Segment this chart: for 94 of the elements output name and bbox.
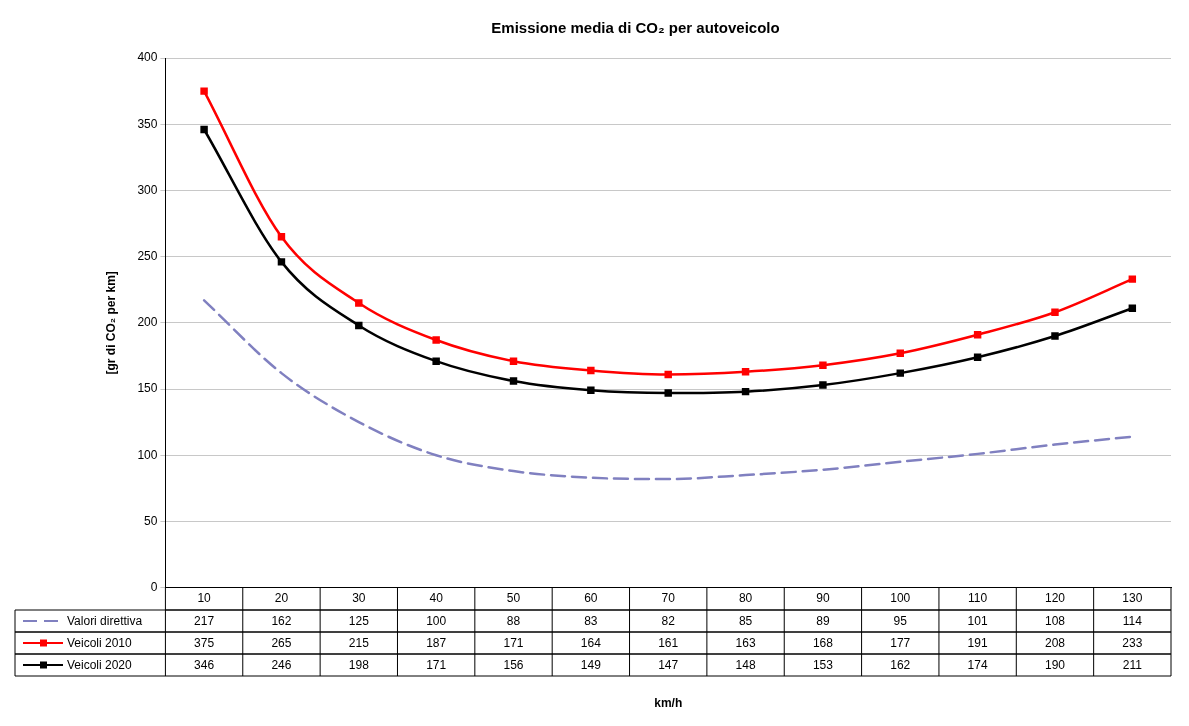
data-label: 217 (194, 614, 215, 629)
data-label: 83 (584, 614, 598, 629)
point (819, 381, 827, 389)
data-label: 101 (967, 614, 988, 629)
text: km/h (654, 696, 683, 711)
data-label: 211 (1122, 658, 1143, 673)
x-tick-label: 110 (968, 591, 988, 606)
data-label: 171 (426, 658, 447, 673)
y-tick-label: 150 (137, 381, 158, 396)
point (1128, 275, 1137, 283)
y-axis-title: [gr di CO₂ per km] (103, 271, 118, 375)
data-label: 177 (890, 636, 911, 651)
legend-label: Valori direttiva (67, 614, 143, 629)
data-label: 149 (580, 658, 602, 673)
data-label: 114 (1122, 614, 1143, 629)
data-label: 215 (348, 636, 370, 651)
data-label: 163 (735, 636, 756, 651)
y-tick-label: 250 (137, 248, 158, 263)
data-label: 100 (426, 614, 447, 629)
point (432, 336, 440, 344)
y-tick-label: 50 (144, 513, 158, 528)
x-tick-label: 90 (816, 591, 830, 606)
point (741, 387, 750, 396)
legend-label: Veicoli 2010 (67, 636, 133, 651)
point (896, 369, 904, 377)
data-label: 108 (1044, 614, 1066, 629)
x-tick-label: 50 (506, 591, 521, 606)
data-label: 187 (426, 636, 447, 651)
data-label: 85 (738, 614, 753, 629)
point (200, 87, 208, 95)
point (509, 357, 518, 365)
chart-title: Emissione media di CO₂ per autoveicolo (491, 19, 780, 37)
y-tick-label: 100 (137, 447, 158, 462)
point (509, 377, 518, 385)
data-label: 174 (967, 658, 988, 673)
x-tick-label: 20 (274, 591, 289, 606)
data-label: 82 (661, 614, 676, 629)
data-label: 190 (1044, 658, 1066, 673)
data-label: 208 (1044, 636, 1066, 651)
point (355, 299, 363, 307)
data-label: 125 (348, 614, 370, 629)
point (1051, 332, 1059, 340)
point (973, 353, 982, 361)
y-tick-label: 350 (137, 116, 158, 131)
point (819, 361, 827, 369)
line-series (202, 299, 1134, 481)
x-tick-label: 40 (429, 591, 444, 606)
data-label: 375 (194, 636, 215, 651)
y-tick-label: 0 (150, 579, 158, 594)
point (587, 386, 595, 395)
point (277, 233, 286, 241)
point (664, 370, 672, 379)
data-label: 171 (503, 636, 524, 651)
data-label: 198 (348, 658, 370, 673)
legend-label: Veicoli 2020 (67, 658, 133, 673)
data-label: 88 (506, 614, 521, 629)
y-tick-label: 300 (137, 182, 158, 197)
data-label: 162 (890, 658, 911, 673)
data-label: 148 (735, 658, 756, 673)
point (355, 321, 363, 330)
data-label: 246 (271, 658, 292, 673)
data-label: 191 (967, 636, 988, 651)
point (587, 366, 595, 375)
x-tick-label: 70 (661, 591, 676, 606)
data-label: 168 (812, 636, 834, 651)
point (432, 357, 440, 365)
data-label: 346 (194, 658, 215, 673)
x-tick-label: 100 (890, 591, 911, 606)
x-tick-label: 130 (1122, 591, 1143, 606)
data-label: 147 (658, 658, 679, 673)
point (1051, 308, 1059, 316)
point (973, 330, 982, 339)
data-label: 153 (812, 658, 834, 673)
point (200, 125, 208, 134)
data-label: 162 (271, 614, 292, 629)
x-tick-label: 10 (197, 591, 212, 606)
point (1128, 304, 1137, 312)
point (664, 389, 672, 397)
data-label: 164 (580, 636, 602, 651)
data-label: 89 (816, 614, 830, 629)
x-tick-label: 120 (1044, 591, 1066, 606)
x-tick-label: 60 (584, 591, 598, 606)
data-label: 161 (658, 636, 679, 651)
data-label: 95 (893, 614, 908, 629)
point (896, 349, 904, 357)
x-tick-label: 30 (352, 591, 366, 606)
y-tick-label: 400 (137, 50, 158, 65)
data-label: 233 (1122, 636, 1143, 651)
point (741, 368, 750, 376)
data-label: 265 (271, 636, 292, 651)
point (277, 258, 286, 266)
data-label: 156 (503, 658, 524, 673)
x-tick-label: 80 (738, 591, 753, 606)
y-tick-label: 200 (137, 315, 158, 330)
